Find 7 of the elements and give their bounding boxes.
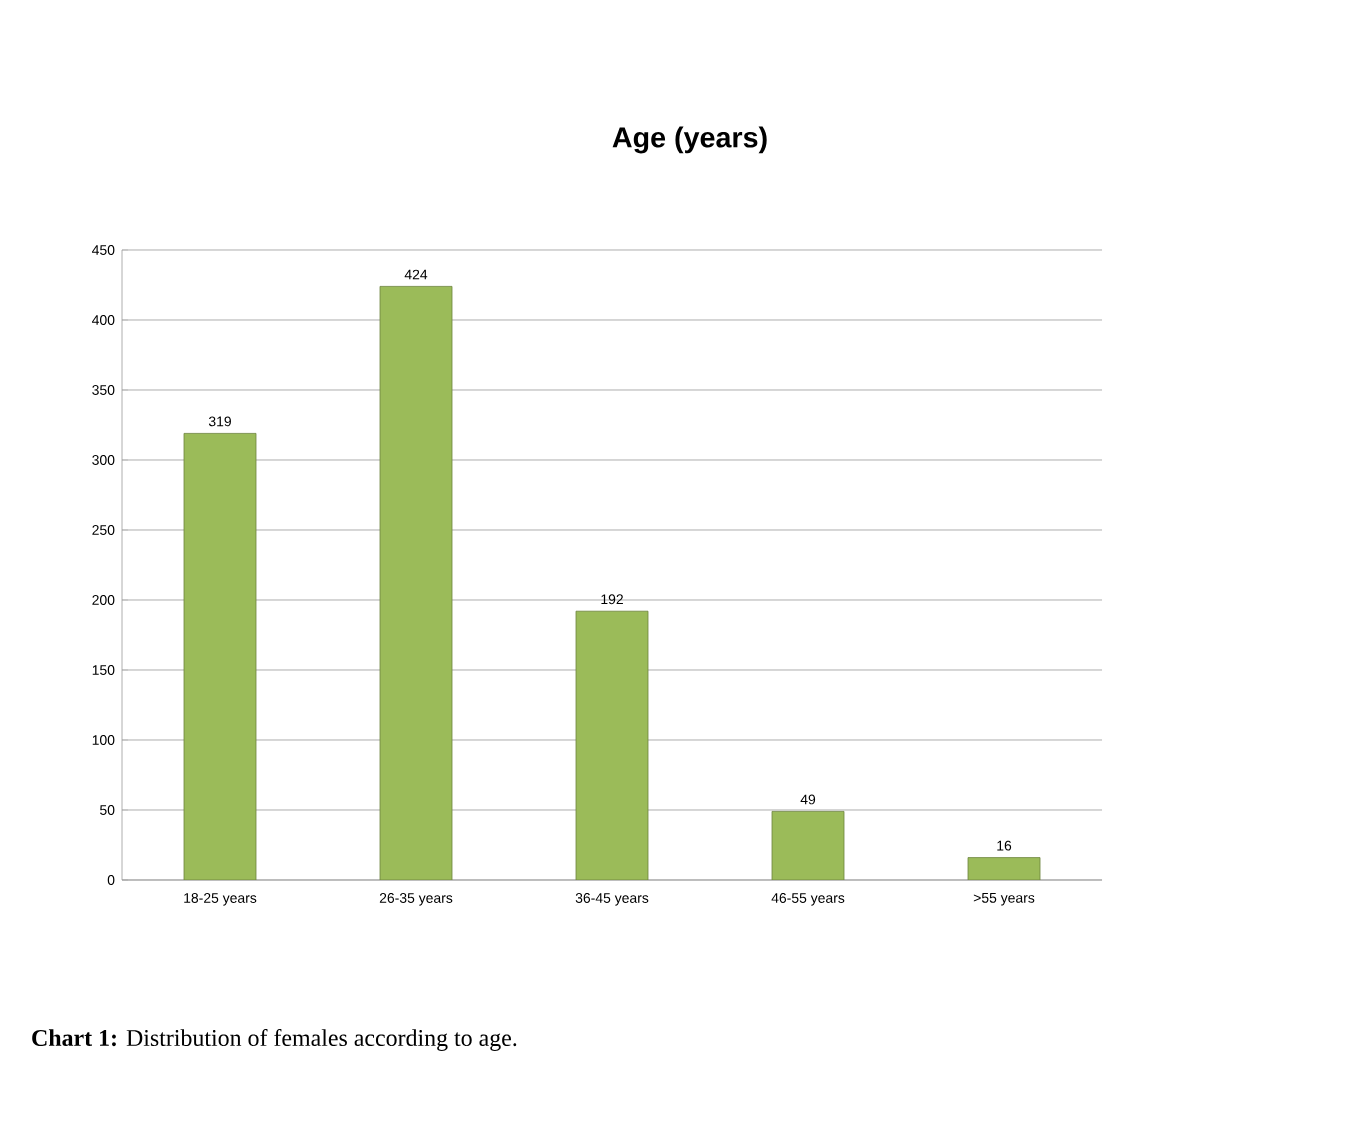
bar xyxy=(183,432,257,880)
bar xyxy=(575,610,649,880)
chart-title: Age (years) xyxy=(612,126,767,154)
bar xyxy=(771,811,845,880)
bar xyxy=(379,285,453,880)
text: Chart 1: Distribution of females according to age. xyxy=(32,1028,517,1051)
bar xyxy=(967,857,1041,880)
